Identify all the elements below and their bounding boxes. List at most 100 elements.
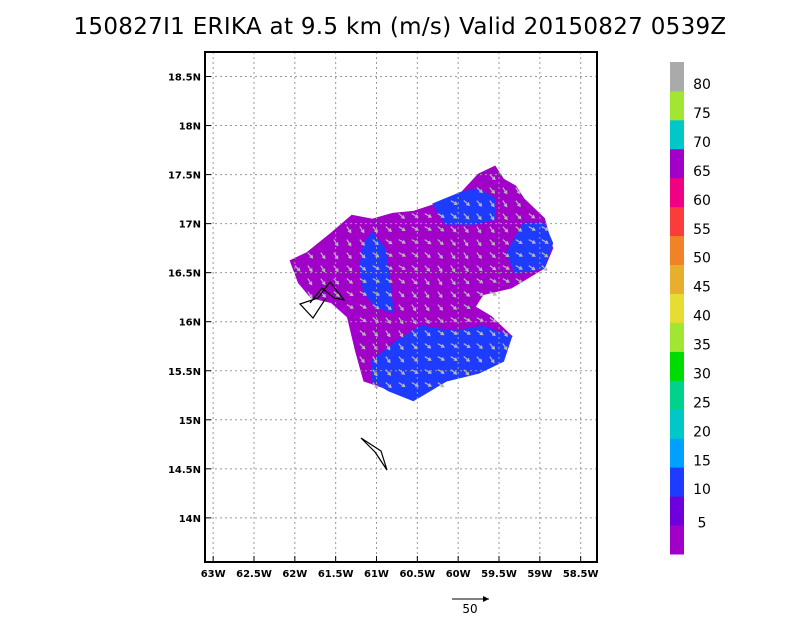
wind-vector-head <box>375 266 380 270</box>
wind-vector-head <box>387 228 392 233</box>
wind-vector-head <box>492 279 497 283</box>
wind-vector-head <box>491 345 496 350</box>
wind-vector <box>359 356 365 363</box>
wind-vector-head <box>531 214 536 219</box>
wind-vector-head <box>439 254 444 259</box>
wind-vector-head <box>400 293 405 298</box>
colorbar-label: 30 <box>693 367 711 383</box>
wind-vector-head <box>438 294 443 299</box>
wind-vector <box>398 278 405 284</box>
colorbar-segment <box>670 177 684 208</box>
wind-vector <box>346 265 353 272</box>
wind-vector-head <box>374 241 379 246</box>
wind-vector-head <box>466 358 471 362</box>
wind-vector <box>450 200 458 205</box>
wind-vector-head <box>491 176 496 181</box>
colorbar-segment <box>670 293 684 323</box>
wind-vector <box>476 200 482 207</box>
wind-vector-head <box>477 229 482 234</box>
x-tick-label: 58.5W <box>563 569 599 580</box>
wind-vector-head <box>399 320 404 325</box>
wind-vector <box>476 330 483 336</box>
wind-vector <box>307 278 313 285</box>
wind-vector-head <box>349 305 354 309</box>
wind-vector-head <box>362 305 367 309</box>
wind-vector-head <box>375 253 380 258</box>
wind-vector-head <box>439 241 444 246</box>
wind-vector <box>437 278 443 285</box>
x-tick-label: 62W <box>282 569 307 580</box>
wind-vector <box>346 252 352 259</box>
wind-vector-head <box>427 214 433 218</box>
wind-vector-head <box>399 346 404 351</box>
wind-vector-head <box>491 189 496 194</box>
wind-vector-head <box>401 371 406 375</box>
wind-vector-head <box>479 292 484 296</box>
colorbar-label: 25 <box>693 395 711 411</box>
wind-vector <box>489 174 496 180</box>
grid-lines <box>205 52 597 562</box>
wind-vector <box>489 239 495 246</box>
wind-vector <box>489 291 497 296</box>
wind-vector <box>528 265 535 271</box>
wind-vector-head <box>453 306 458 310</box>
wind-vector-head <box>427 383 432 387</box>
wind-vector-head <box>362 266 367 271</box>
wind-vector-head <box>453 357 458 361</box>
wind-vector-head <box>503 346 508 351</box>
wind-vector-head <box>491 332 496 337</box>
wind-vector <box>398 239 406 244</box>
wind-vector-head <box>490 229 495 234</box>
wind-vector <box>541 265 548 271</box>
wind-vector-head <box>400 307 404 312</box>
wind-vector-head <box>412 307 417 312</box>
colorbar-label: 40 <box>693 309 711 325</box>
colorbar-label: 5 <box>698 516 707 532</box>
colorbar-segment <box>670 90 684 121</box>
colorbar-segment <box>670 409 684 439</box>
wind-vector <box>450 213 457 219</box>
wind-vector <box>411 382 419 387</box>
wind-vector-head <box>362 292 368 296</box>
colorbar-segment <box>670 119 684 150</box>
wind-vector-head <box>334 242 339 247</box>
wind-vector-head <box>439 306 444 311</box>
wind-vector-head <box>477 216 482 221</box>
wind-vector <box>502 200 508 207</box>
wind-vector-head <box>531 240 537 244</box>
y-tick-label: 14N <box>179 514 201 525</box>
wind-vector <box>528 213 535 219</box>
wind-vector-head <box>544 227 550 231</box>
wind-vector-head <box>505 266 510 270</box>
wind-vector-head <box>465 268 469 273</box>
reference-vector-label: 50 <box>462 602 477 616</box>
colorbar-segment <box>670 62 684 92</box>
wind-vector-head <box>453 370 458 375</box>
wind-vector-head <box>321 268 326 273</box>
wind-vector-head <box>347 229 352 234</box>
wind-vector-head <box>387 306 392 311</box>
y-tick-label: 18.5N <box>168 73 201 84</box>
wind-vector <box>359 278 367 283</box>
wind-vector-head <box>399 333 404 338</box>
wind-vector-head <box>401 266 406 270</box>
wind-vector-head <box>453 201 458 205</box>
wind-vector-head <box>518 227 523 232</box>
x-tick-label: 59.5W <box>481 569 517 580</box>
wind-vector-head <box>335 280 340 285</box>
wind-vector-head <box>427 227 432 231</box>
chart-title: 150827I1 ERIKA at 9.5 km (m/s) Valid 201… <box>73 14 727 40</box>
wind-vector-head <box>296 267 301 272</box>
wind-vector-head <box>517 203 521 208</box>
reference-arrow-head <box>483 596 489 602</box>
colorbar-segment <box>670 322 684 352</box>
wind-vector-head <box>414 267 419 271</box>
colorbar-label: 55 <box>693 222 711 238</box>
wind-vector-head <box>427 344 432 349</box>
colorbar-label: 80 <box>693 77 711 93</box>
colorbar-segment <box>670 467 684 497</box>
wind-vector-head <box>478 189 483 194</box>
wind-vector <box>411 369 419 374</box>
wind-vector <box>450 265 456 272</box>
wind-vector-head <box>401 215 406 219</box>
